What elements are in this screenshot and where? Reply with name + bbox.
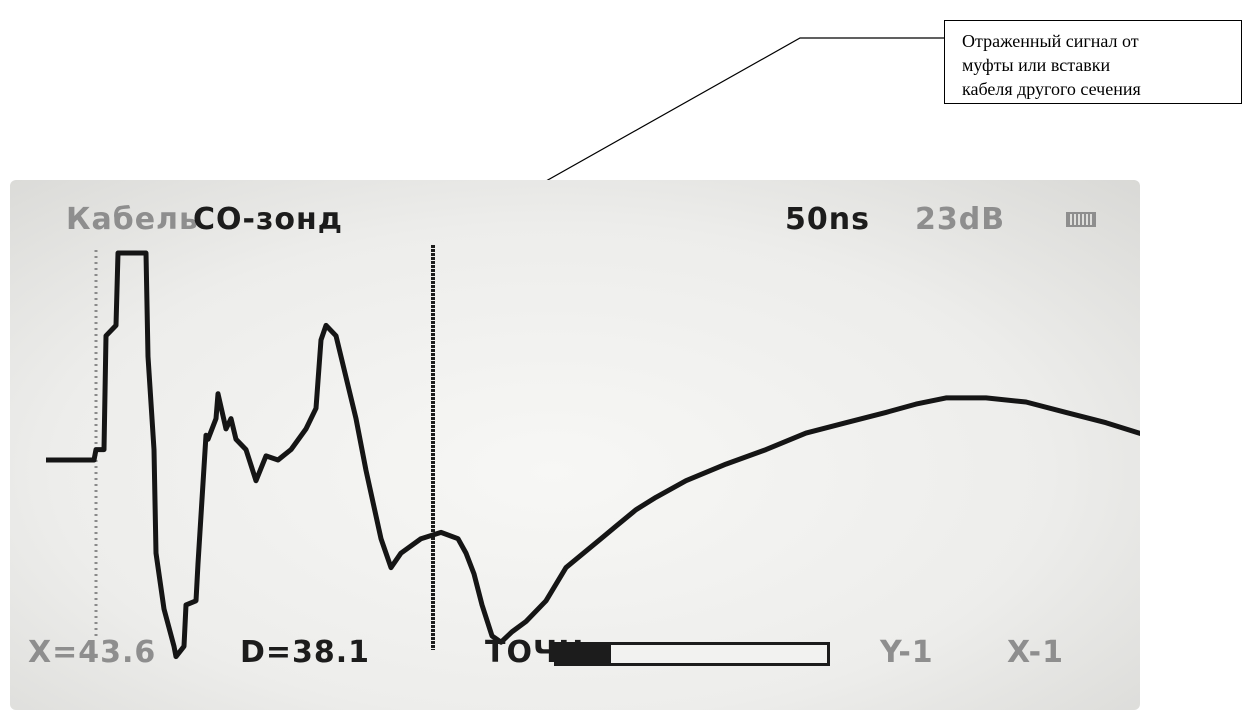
gain-value: 23dB [915, 202, 1006, 237]
reflectogram-plot [46, 245, 1140, 660]
reflectogram-trace [46, 250, 1140, 660]
level-bar [554, 642, 830, 666]
distance-value: D=38.1 [240, 635, 371, 670]
callout-annotation: Отраженный сигнал от муфты или вставки к… [944, 20, 1242, 104]
x-scale: X-1 [1007, 635, 1065, 670]
y-scale: Y-1 [880, 635, 934, 670]
callout-line-3: кабеля другого сечения [962, 79, 1141, 99]
callout-line-2: муфты или вставки [962, 55, 1111, 75]
reflectometer-screen: Кабель СО-зонд 50ns 23dB X=43.6 D=38.1 Т… [10, 180, 1140, 710]
x-coordinate: X=43.6 [28, 635, 157, 670]
pulse-width: 50ns [785, 202, 870, 237]
callout-line-1: Отраженный сигнал от [962, 31, 1139, 51]
battery-icon [1066, 212, 1096, 227]
cable-label: Кабель [66, 202, 200, 237]
level-bar-fill [557, 645, 611, 663]
cable-type: СО-зонд [193, 202, 343, 237]
